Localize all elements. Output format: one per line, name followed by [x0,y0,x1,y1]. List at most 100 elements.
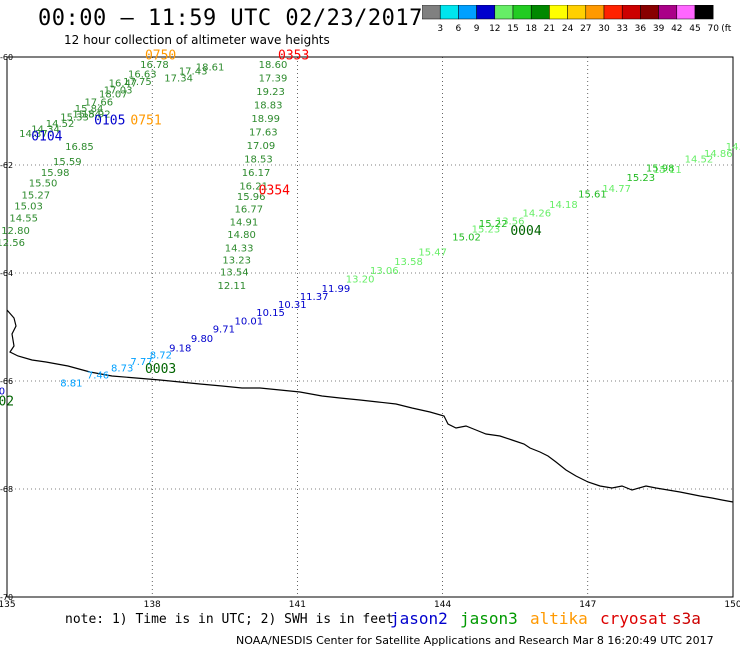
swh-value-label: 10.15 [256,308,285,319]
colorbar-unit: (ft) [721,24,732,34]
swh-value-label: 18.60 [259,60,288,71]
swh-value-label: 14.55 [9,214,38,225]
swh-value-label: 15.84 [75,104,104,115]
swh-value-label: 8.72 [150,350,172,361]
coastline [6,309,734,503]
swh-value-label: 11.99 [322,284,351,295]
swh-value-label: 14.26 [522,208,551,219]
swh-value-label: 14.37 [19,129,48,140]
map-frame [6,56,734,598]
swh-value-label: 17.75 [123,77,152,88]
satellite-legend-item: s3a [672,609,701,628]
swh-value-label: 18.99 [251,114,280,125]
pass-time-label: 0004 [510,224,541,239]
colorbar-label: 24 [562,24,574,34]
swh-value-label: 14.52 [46,119,75,130]
swh-value-label: 17.34 [164,73,193,84]
swh-value-label: 17.39 [259,73,288,84]
swh-value-label: 8.73 [111,363,133,374]
swh-value-label: 15.02 [452,233,481,244]
swh-value-label: 17.43 [179,66,208,77]
swh-value-label: 16.17 [242,168,271,179]
colorbar-label: 36 [635,24,647,34]
satellite-legend-item: altika [530,609,588,628]
swh-value-label: 15.84 [72,109,101,120]
swh-value-label: 14.77 [602,184,631,195]
swh-value-label: 15.23 [472,225,501,236]
swh-value-label: 13.56 [496,216,525,227]
longitude-tick-label: 144 [434,600,451,610]
swh-value-label: 8.81 [60,378,82,389]
colorbar-label: 45 [689,24,700,34]
swh-value-label: 13.20 [346,275,375,286]
longitude-tick-label: 141 [289,600,306,610]
swh-value-label: 17.03 [104,86,133,97]
swh-value-label: 14.33 [225,243,254,254]
swh-value-label: 15.33 [60,113,89,124]
map-title: 00:00 – 11:59 UTC 02/23/2017 [38,6,423,31]
colorbar-label: 18 [525,24,537,34]
colorbar-swatch [694,5,714,20]
swh-value-label: 15.98 [646,163,675,174]
swh-value-label: 7.46 [87,370,109,381]
colorbar-label: 30 [598,24,610,34]
swh-value-label: 14.14 [726,142,740,153]
pass-time-label: 0003 [145,362,176,377]
swh-value-label: 12.56 [0,238,25,249]
pass-time-label: 0104 [31,130,62,145]
swh-value-label: 16.78 [140,60,169,71]
credit-line: NOAA/NESDIS Center for Satellite Applica… [236,634,714,647]
longitude-tick-label: 138 [144,600,161,610]
satellite-legend-item: jason2 [390,609,448,628]
colorbar-label: 12 [489,24,500,34]
swh-value-label: 14.52 [685,154,714,165]
swh-value-label: 15.11 [653,165,682,176]
swh-value-label: 17.63 [249,127,278,138]
swh-value-label: 16.63 [128,70,157,81]
swh-value-label: 15.92 [82,109,111,120]
swh-value-label: 17.66 [84,98,113,109]
swh-value-label: 9.40 [0,387,5,398]
latitude-tick-label: -70 [0,593,13,602]
latitude-tick-label: -66 [0,377,13,386]
colorbar-label: 9 [474,24,480,34]
swh-value-label: 15.03 [14,201,43,212]
swh-value-label: 15.59 [53,157,82,168]
swh-value-label: 18.07 [99,90,128,101]
latitude-tick-label: -60 [0,53,13,62]
colorbar-label: 15 [507,24,518,34]
latitude-tick-label: -64 [0,269,13,278]
swh-value-label: 15.27 [22,190,51,201]
colorbar-label: 3 [437,24,443,34]
swh-value-label: 12.80 [1,226,30,237]
colorbar-label: 42 [671,24,682,34]
map-note: note: 1) Time is in UTC; 2) SWH is in fe… [65,612,394,627]
swh-value-label: 18.61 [196,63,225,74]
swh-value-label: 19.23 [256,87,285,98]
swh-value-label: 14.86 [704,149,733,160]
swh-value-label: 13.58 [394,257,423,268]
swh-value-label: 16.85 [65,142,94,153]
latitude-tick-label: -68 [0,485,13,494]
swh-value-label: 16.47 [109,79,138,90]
swh-value-label: 15.98 [41,168,70,179]
longitude-tick-label: 150 [724,600,740,610]
swh-value-label: 15.61 [578,189,607,200]
swh-value-label: 15.50 [29,179,58,190]
swh-value-label: 13.06 [370,266,399,277]
colorbar-label: 70 [707,24,719,34]
swh-value-label: 11.37 [300,292,329,303]
map-subtitle: 12 hour collection of altimeter wave hei… [64,33,330,47]
swh-value-label: 10.01 [234,316,263,327]
satellite-legend-item: cryosat [600,609,668,628]
pass-time-label: 0353 [278,49,309,64]
colorbar-label: 33 [616,24,627,34]
swh-value-label: 9.18 [169,343,191,354]
pass-time-label: 0105 [94,114,125,129]
swh-value-label: 14.34 [31,125,60,136]
colorbar-label: 27 [580,24,591,34]
swh-value-label: 18.53 [244,154,273,165]
swh-value-label: 16.21 [239,181,268,192]
swh-value-label: 14.80 [227,230,256,241]
